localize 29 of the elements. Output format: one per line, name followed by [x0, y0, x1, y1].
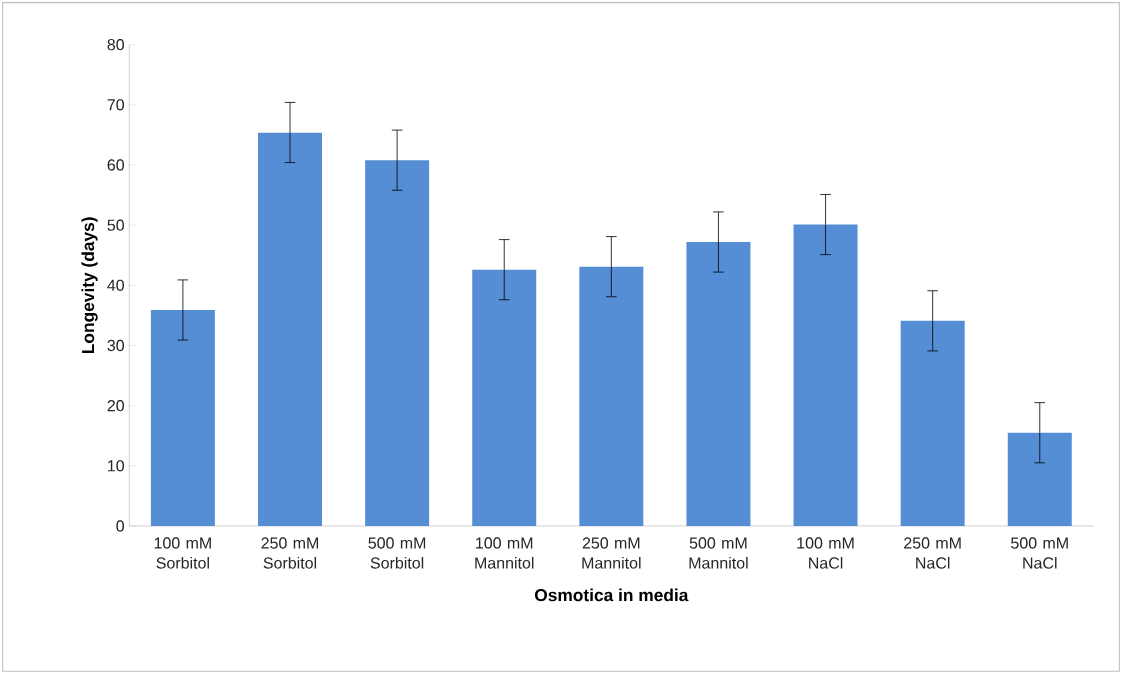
bar: [1007, 432, 1072, 526]
y-tick-label: 10: [108, 460, 125, 472]
y-tick-label: 0: [116, 520, 125, 532]
x-axis-title: Osmotica in media: [534, 588, 689, 602]
x-tick-label: 500 mM Sorbitol: [368, 537, 426, 569]
bar: [472, 269, 537, 526]
bar: [258, 132, 323, 526]
y-axis-title: Longevity (days): [81, 217, 98, 354]
y-tick-label: 50: [107, 219, 125, 231]
x-tick-label: 500 mM Mannitol: [689, 537, 748, 569]
x-tick-label: 100 mM NaCl: [797, 537, 854, 569]
y-tick-label: 60: [107, 159, 125, 171]
bar: [900, 320, 965, 526]
x-tick-label: 100 mM Mannitol: [475, 537, 534, 569]
y-tick-label: 70: [107, 99, 125, 111]
x-tick-label: 250 mM Mannitol: [582, 537, 641, 569]
x-tick-label: 250 mM NaCl: [904, 537, 961, 569]
y-tick-label: 20: [107, 400, 125, 412]
bar: [150, 309, 215, 526]
x-tick-label: 250 mM Sorbitol: [261, 537, 319, 569]
x-tick-label: 500 mM NaCl: [1011, 537, 1068, 569]
x-tick-label: 100 mM Sorbitol: [154, 537, 211, 569]
y-tick-label: 30: [107, 339, 125, 352]
bar: [686, 242, 751, 526]
y-tick-label: 40: [107, 279, 125, 291]
y-tick-label: 80: [107, 39, 125, 51]
bar: [793, 224, 858, 526]
bar: [579, 266, 644, 526]
bar: [365, 160, 430, 526]
